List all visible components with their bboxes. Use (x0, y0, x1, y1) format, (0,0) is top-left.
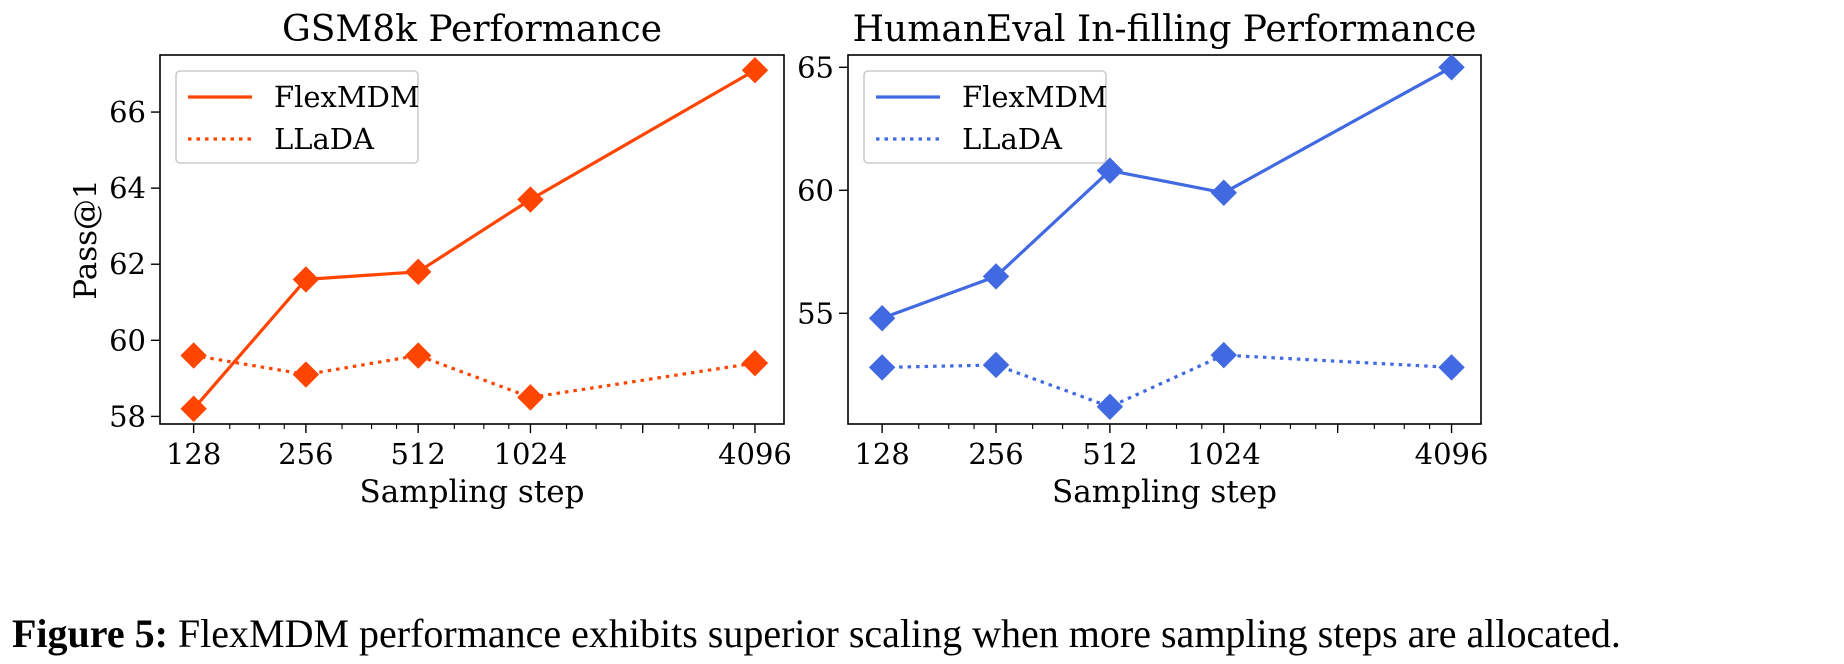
x-tick-label: 512 (390, 437, 445, 471)
y-axis-label: Pass@1 (68, 179, 104, 300)
caption-text: FlexMDM performance exhibits superior sc… (167, 611, 1621, 656)
data-point-flexmdm (1438, 54, 1465, 81)
x-tick-label: 256 (968, 437, 1023, 471)
data-point-flexmdm (1096, 157, 1124, 184)
chart-humaneval: HumanEval In-filling Performance Sampling… (797, 9, 1488, 510)
data-point-llada (982, 351, 1010, 379)
x-axis-label: Sampling step (1052, 474, 1277, 510)
x-tick-label: 4096 (1415, 437, 1489, 471)
data-point-llada (292, 361, 320, 388)
x-tick-label: 1024 (494, 437, 568, 471)
data-point-flexmdm (982, 263, 1010, 290)
legend: FlexMDM LLaDA (863, 70, 1108, 164)
x-axis-label: Sampling step (359, 474, 584, 510)
y-tick-label: 62 (109, 247, 146, 281)
legend-box (175, 70, 419, 164)
y-tick-label: 58 (109, 399, 146, 433)
x-tick-label: 128 (166, 437, 221, 471)
caption-label: Figure 5: (12, 611, 168, 656)
y-tick-label: 60 (109, 323, 146, 357)
legend-box (863, 70, 1107, 164)
data-point-llada (404, 342, 432, 369)
y-tick-label: 66 (109, 95, 146, 129)
x-tick-label: 4096 (718, 437, 792, 471)
x-tick-label: 128 (854, 437, 909, 471)
data-point-llada (868, 354, 896, 381)
legend: FlexMDM LLaDA (175, 70, 420, 164)
data-point-flexmdm (292, 266, 320, 293)
data-point-llada (741, 349, 769, 377)
data-point-flexmdm (404, 258, 432, 286)
legend-label-llada: LLaDA (274, 122, 375, 156)
x-tick-label: 512 (1082, 437, 1137, 471)
y-tick-label: 60 (797, 173, 834, 207)
data-point-flexmdm (868, 305, 896, 332)
x-tick-label: 1024 (1187, 437, 1261, 471)
chart-title: HumanEval In-filling Performance (853, 9, 1477, 50)
data-point-flexmdm (517, 186, 544, 213)
plot-frame (847, 54, 1482, 425)
data-point-flexmdm (180, 395, 207, 422)
legend-label-llada: LLaDA (962, 122, 1063, 156)
series-line-llada (882, 353, 1452, 409)
legend-label-flexmdm: FlexMDM (962, 80, 1108, 114)
data-point-llada (1210, 341, 1237, 369)
data-point-flexmdm (741, 57, 769, 84)
legend-label-flexmdm: FlexMDM (274, 80, 420, 114)
data-point-llada (180, 342, 207, 369)
chart-gsm8k: GSM8k Performance Sampling step Pass@1 128 2… (68, 9, 792, 510)
data-point-flexmdm (1210, 179, 1237, 206)
data-point-llada (1438, 354, 1465, 381)
data-point-llada (517, 384, 544, 411)
y-tick-label: 64 (109, 171, 146, 205)
chart-title: GSM8k Performance (282, 9, 662, 50)
y-tick-label: 55 (797, 296, 834, 330)
plot-frame (159, 54, 785, 425)
figure-caption: Figure 5: FlexMDM performance exhibits s… (12, 610, 1832, 658)
data-point-llada (1096, 393, 1124, 420)
x-tick-label: 256 (278, 437, 333, 471)
series-line-llada (193, 353, 756, 399)
y-tick-label: 65 (797, 50, 834, 84)
